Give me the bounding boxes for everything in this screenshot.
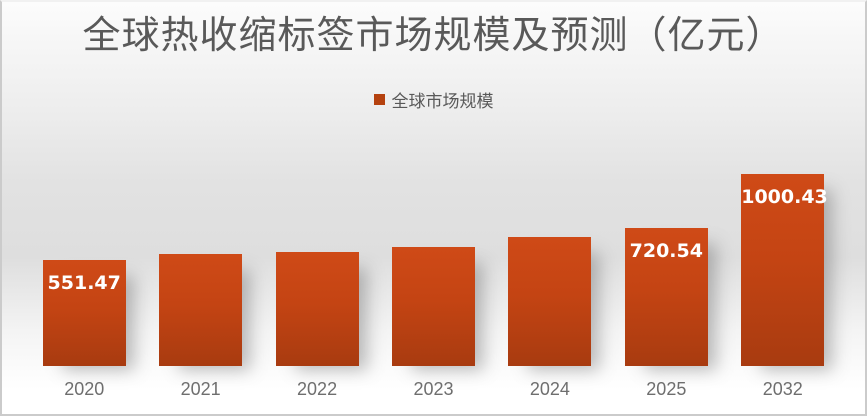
- bar-column-2032: 1000.43: [725, 166, 841, 366]
- bar-column-2025: 720.54: [608, 166, 724, 366]
- x-tick-label-2020: 2020: [64, 379, 105, 399]
- x-tick-label-2023: 2023: [413, 379, 454, 399]
- bar-column-2020: 551.47: [26, 166, 142, 366]
- bar-value-label-2032: 1000.43: [741, 186, 828, 208]
- x-tick-label-2022: 2022: [297, 379, 338, 399]
- chart-title: 全球热收缩标签市场规模及预测（亿元）: [82, 13, 785, 57]
- bar-2032: 1000.43: [741, 174, 828, 366]
- x-tick-label-2025: 2025: [646, 379, 687, 399]
- legend: 全球市场规模: [2, 87, 865, 112]
- x-axis: 2020 2021 2022 2023 2024 2025 2032: [26, 379, 841, 400]
- x-tick-label-2021: 2021: [180, 379, 221, 399]
- bar-column-2021: [142, 166, 258, 366]
- bar-2023: [391, 247, 475, 366]
- bar-column-2023: [375, 166, 491, 366]
- bar-2021: [159, 254, 243, 366]
- bar-2022: [275, 252, 359, 366]
- bar-value-label-2020: 551.47: [47, 272, 121, 294]
- x-tick-label-2032: 2032: [762, 379, 803, 399]
- plot-area: 551.47 720.54 1000.43: [26, 166, 841, 366]
- bar-column-2022: [259, 166, 375, 366]
- bar-2024: [508, 237, 592, 366]
- legend-label: 全球市场规模: [391, 92, 494, 112]
- bar-2025: 720.54: [624, 228, 708, 366]
- bar-column-2024: [492, 166, 608, 366]
- bar-2020: 551.47: [42, 260, 126, 366]
- x-tick-label-2024: 2024: [529, 379, 570, 399]
- legend-marker-icon: [373, 94, 385, 105]
- bar-value-label-2025: 720.54: [629, 240, 703, 262]
